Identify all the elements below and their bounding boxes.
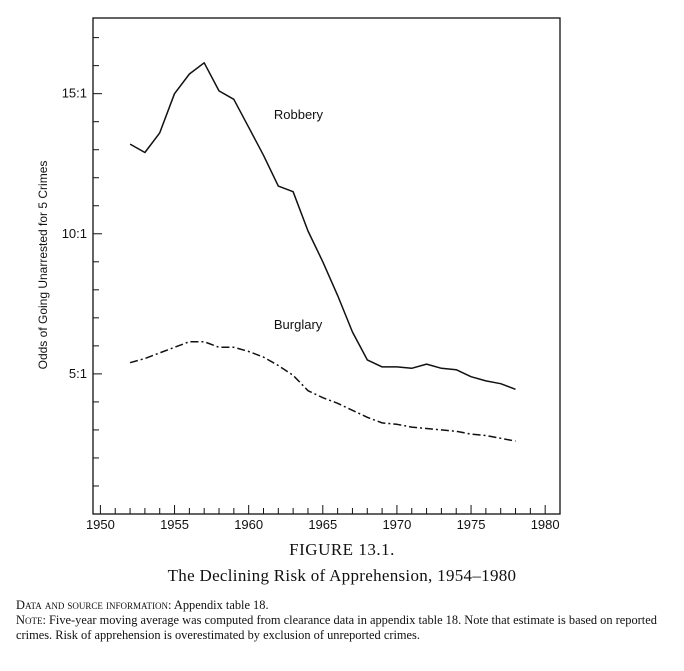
series-layer [129, 62, 516, 442]
source-label: Data and source information: [16, 598, 172, 612]
x-tick-label: 1955 [160, 517, 189, 532]
x-tick-label: 1970 [382, 517, 411, 532]
x-tick-label: 1965 [308, 517, 337, 532]
x-tick-label: 1980 [531, 517, 560, 532]
x-tick-label: 1950 [86, 517, 115, 532]
note: Note: Five-year moving average was compu… [16, 613, 668, 643]
figure-title: The Declining Risk of Apprehension, 1954… [167, 566, 517, 585]
note-label: Note: [16, 613, 46, 627]
robbery-label: Robbery [274, 107, 324, 122]
source-note: Data and source information: Appendix ta… [16, 598, 668, 613]
chart: 1950 1955 1960 1965 1970 1975 1980 5:1 10:1 15:1… [36, 17, 561, 532]
source-text: Appendix table 18. [173, 598, 269, 612]
y-tick-label: 10:1 [62, 226, 87, 241]
burglary-label: Burglary [274, 317, 323, 332]
plot-frame [92, 17, 561, 515]
note-text: Five-year moving average was computed fr… [16, 613, 657, 642]
figure-number: FIGURE 13.1. [289, 540, 395, 559]
y-tick-label: 5:1 [69, 366, 87, 381]
y-axis: 5:1 10:1 15:1 [62, 37, 102, 487]
x-axis: 1950 1955 1960 1965 1970 1975 1980 [86, 505, 560, 532]
x-tick-label: 1975 [457, 517, 486, 532]
y-tick-label: 15:1 [62, 86, 87, 101]
x-tick-label: 1960 [234, 517, 263, 532]
robbery-series-line [129, 62, 516, 391]
y-axis-label: Odds of Going Unarrested for 5 Crimes [36, 161, 50, 370]
figure-notes: Data and source information: Appendix ta… [16, 598, 668, 643]
burglary-series-line [129, 340, 516, 442]
